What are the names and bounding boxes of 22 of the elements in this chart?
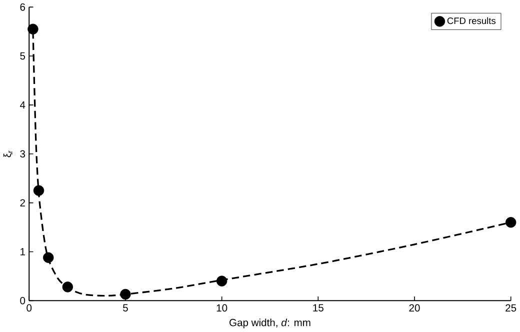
y-tick-label: 0 xyxy=(20,297,26,304)
point xyxy=(216,276,228,287)
y-tick-label: 2 xyxy=(20,199,25,207)
y-tick-label: 3 xyxy=(20,150,26,158)
x-axis-title: Gap width, d: mm xyxy=(230,318,310,328)
y-tick-label: 5 xyxy=(20,52,26,60)
x-tick-label: 10 xyxy=(216,304,228,312)
point xyxy=(43,252,54,264)
point xyxy=(28,24,38,35)
x-tick-label: 5 xyxy=(123,304,128,312)
legend-label: CFD results xyxy=(447,17,496,24)
x-tick-label: 0 xyxy=(26,304,32,312)
y-tick-label: 6 xyxy=(20,4,26,11)
y-tick-label: 4 xyxy=(20,102,26,109)
x-tick-label: 25 xyxy=(506,304,516,312)
point xyxy=(33,185,44,196)
point xyxy=(62,282,73,292)
x-tick-label: 20 xyxy=(409,304,420,312)
y-tick-label: 1 xyxy=(20,248,25,256)
x-tick-label: 15 xyxy=(313,304,324,312)
point xyxy=(120,289,131,300)
y-axis-title: ξ$_{r}$ xyxy=(3,150,13,158)
